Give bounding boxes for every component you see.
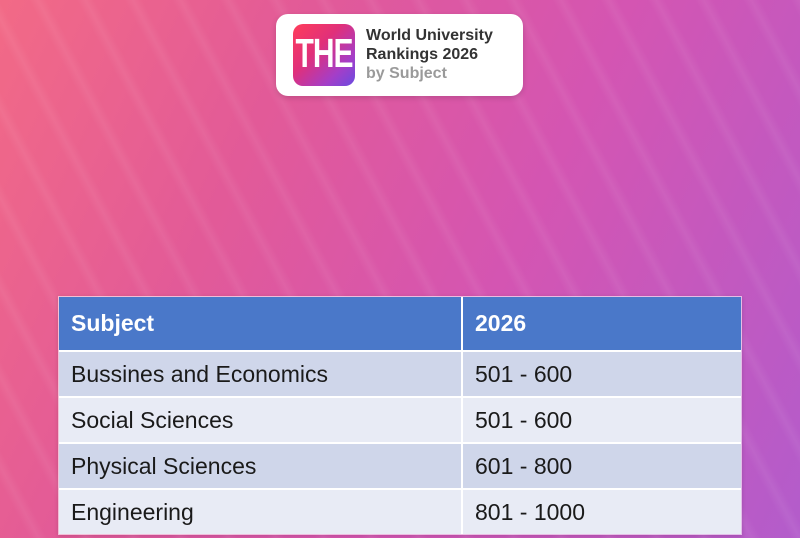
logo-mark-text: THE [295,32,354,77]
the-logo-mark: THE [293,24,355,86]
subject-cell: Bussines and Economics [59,350,463,397]
subject-cell: Physical Sciences [59,442,463,489]
rank-cell: 501 - 600 [462,350,741,397]
logo-title-line1: World University [366,27,493,44]
column-header-year: 2026 [462,297,741,351]
table-row: Bussines and Economics 501 - 600 [59,350,741,397]
subject-cell: Engineering [59,488,463,534]
rank-cell: 601 - 800 [462,442,741,489]
rank-cell: 501 - 600 [462,396,741,443]
column-header-subject: Subject [59,297,463,351]
table-row: Social Sciences 501 - 600 [59,396,741,443]
table-row: Physical Sciences 601 - 800 [59,442,741,489]
the-rankings-logo: THE World University Rankings 2026 by Su… [276,14,523,96]
logo-text: World University Rankings 2026 by Subjec… [366,26,493,83]
rankings-table: Subject 2026 Bussines and Economics 501 … [58,296,742,535]
logo-title-line2: Rankings 2026 [366,46,479,63]
table-row: Engineering 801 - 1000 [59,488,741,534]
subject-cell: Social Sciences [59,396,463,443]
table-header-row: Subject 2026 [59,297,741,351]
rank-cell: 801 - 1000 [462,488,741,534]
logo-subtitle: by Subject [366,65,447,82]
